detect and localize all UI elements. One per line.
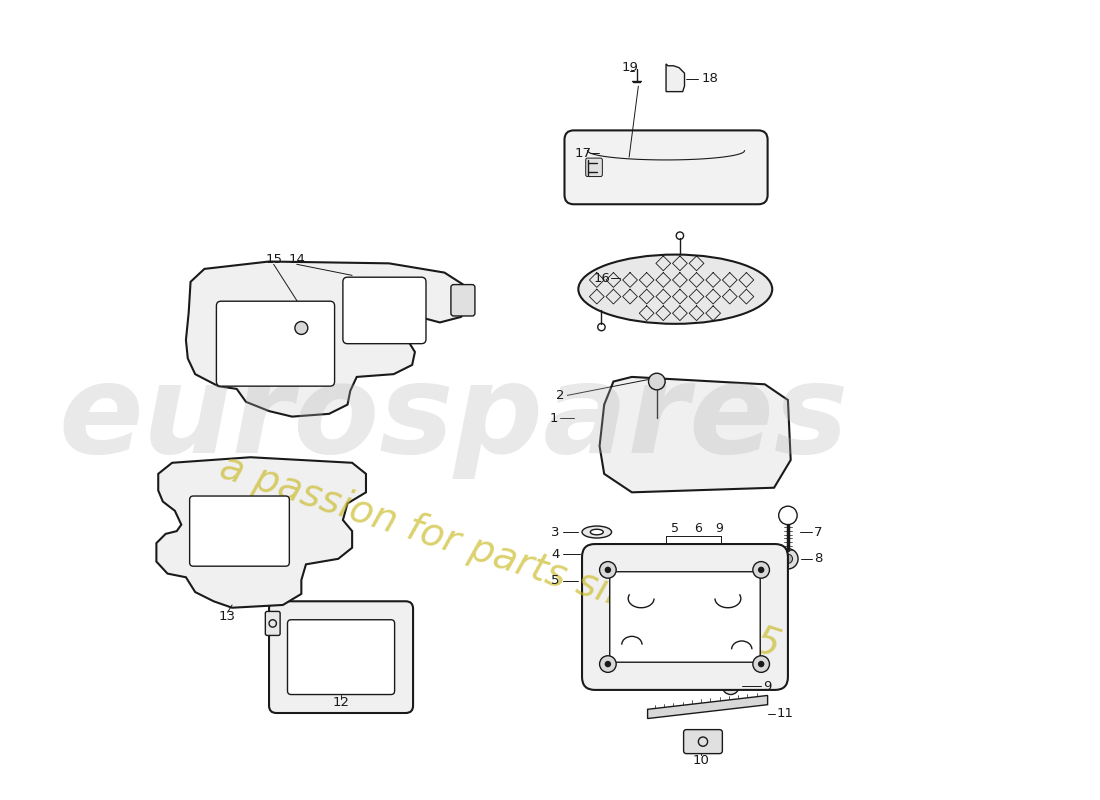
FancyBboxPatch shape: [609, 572, 760, 662]
FancyBboxPatch shape: [564, 130, 768, 204]
Circle shape: [783, 554, 792, 563]
Circle shape: [758, 566, 764, 573]
Circle shape: [295, 322, 308, 334]
Text: 19: 19: [621, 61, 638, 74]
Circle shape: [605, 661, 612, 667]
Text: 12: 12: [332, 696, 350, 710]
Text: 9: 9: [716, 522, 724, 535]
Circle shape: [778, 549, 799, 569]
Text: 15: 15: [265, 253, 283, 266]
FancyBboxPatch shape: [343, 278, 426, 344]
Circle shape: [723, 678, 739, 694]
Text: 5: 5: [671, 522, 680, 535]
Text: 13: 13: [219, 610, 236, 623]
Polygon shape: [156, 458, 366, 608]
Circle shape: [758, 661, 764, 667]
Text: 18: 18: [701, 72, 718, 85]
Ellipse shape: [582, 526, 612, 538]
Ellipse shape: [592, 598, 602, 604]
Text: 17: 17: [574, 147, 592, 160]
Text: 16: 16: [594, 272, 610, 285]
Ellipse shape: [592, 552, 603, 557]
Text: 14: 14: [288, 253, 305, 266]
Text: 3: 3: [551, 526, 560, 538]
Text: 2: 2: [556, 389, 564, 402]
Ellipse shape: [583, 550, 610, 559]
Circle shape: [600, 562, 616, 578]
Text: 1: 1: [549, 412, 558, 425]
FancyBboxPatch shape: [287, 620, 395, 694]
FancyBboxPatch shape: [585, 158, 603, 177]
Polygon shape: [648, 695, 768, 718]
FancyBboxPatch shape: [189, 496, 289, 566]
Circle shape: [727, 682, 735, 690]
Text: a passion for parts since 1985: a passion for parts since 1985: [214, 448, 785, 666]
Text: 7: 7: [814, 526, 823, 538]
Circle shape: [649, 374, 666, 390]
FancyBboxPatch shape: [265, 611, 280, 635]
Text: 10: 10: [693, 754, 710, 766]
Polygon shape: [600, 377, 791, 492]
Ellipse shape: [591, 530, 603, 535]
Polygon shape: [667, 64, 684, 92]
Polygon shape: [186, 262, 471, 417]
Text: 6: 6: [694, 522, 702, 535]
FancyBboxPatch shape: [683, 730, 723, 754]
Text: 8: 8: [814, 552, 822, 566]
Ellipse shape: [585, 573, 608, 582]
Text: 5: 5: [551, 574, 560, 587]
Ellipse shape: [579, 254, 772, 324]
Text: eurospares: eurospares: [58, 358, 849, 479]
Circle shape: [600, 656, 616, 672]
Text: 9: 9: [763, 680, 771, 693]
FancyBboxPatch shape: [582, 544, 788, 690]
Circle shape: [605, 566, 612, 573]
Text: 11: 11: [777, 707, 794, 721]
Circle shape: [752, 656, 770, 672]
FancyBboxPatch shape: [270, 602, 414, 713]
FancyBboxPatch shape: [217, 302, 334, 386]
Circle shape: [752, 562, 770, 578]
Text: 4: 4: [551, 548, 560, 561]
FancyBboxPatch shape: [451, 285, 475, 316]
